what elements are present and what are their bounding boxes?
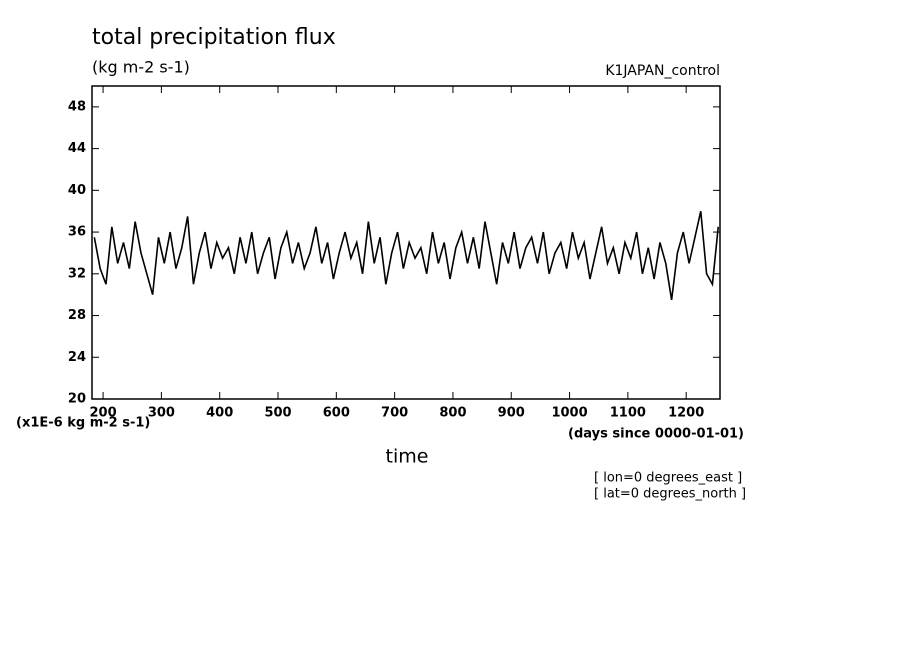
- x-axis-label: time: [386, 446, 429, 468]
- chart-subtitle: (kg m-2 s-1): [92, 58, 190, 77]
- x-tick-label: 900: [498, 406, 525, 421]
- x-tick-label: 1000: [551, 406, 587, 421]
- chart-title: total precipitation flux: [92, 25, 336, 50]
- y-tick-label: 20: [68, 392, 86, 407]
- x-tick-label: 400: [206, 406, 233, 421]
- x-tick-label: 600: [323, 406, 350, 421]
- x-axis-units: (days since 0000-01-01): [568, 427, 744, 442]
- x-tick-label: 800: [439, 406, 466, 421]
- annotation: [ lon=0 degrees_east ]: [594, 471, 742, 486]
- x-tick-label: 1100: [610, 406, 646, 421]
- annotation: [ lat=0 degrees_north ]: [594, 487, 746, 502]
- y-tick-label: 48: [68, 99, 86, 114]
- y-tick-label: 36: [68, 225, 86, 240]
- run-label: K1JAPAN_control: [605, 63, 720, 79]
- y-axis-label: (x1E-6 kg m-2 s-1): [16, 416, 150, 431]
- data-line: [93, 211, 720, 301]
- y-tick-label: 28: [68, 308, 86, 323]
- plot-frame: [91, 85, 721, 400]
- y-tick-label: 24: [68, 350, 86, 365]
- y-tick-label: 44: [68, 141, 86, 156]
- y-tick-label: 32: [68, 266, 86, 281]
- x-tick-label: 300: [148, 406, 175, 421]
- x-tick-label: 200: [90, 406, 117, 421]
- x-tick-label: 1200: [668, 406, 704, 421]
- y-tick-label: 40: [68, 183, 86, 198]
- x-tick-label: 500: [264, 406, 291, 421]
- x-tick-label: 700: [381, 406, 408, 421]
